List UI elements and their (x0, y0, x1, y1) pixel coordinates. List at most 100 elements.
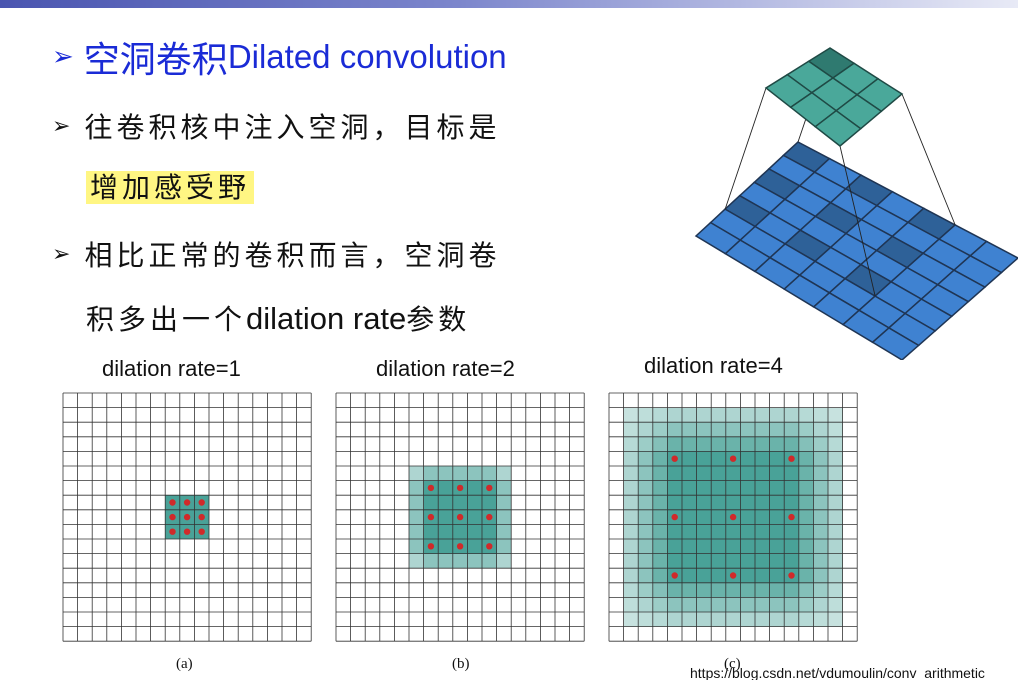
receptive-field-cell (623, 495, 639, 510)
receptive-field-cell (711, 597, 726, 612)
bullet-1: ➢ 往卷积核中注入空洞，目标是 (52, 104, 500, 148)
kernel-tap-dot (427, 513, 435, 521)
receptive-field-cell (623, 436, 639, 452)
arrow-bullet-icon: ➢ (52, 241, 71, 267)
receptive-field-cell (467, 466, 482, 481)
receptive-field-cell (667, 407, 682, 423)
receptive-field-cell (667, 480, 682, 496)
receptive-field-cell (828, 422, 843, 437)
bullet-2-continuation: 积多出一个dilation rate参数 (86, 296, 470, 342)
receptive-field-cell (711, 451, 726, 466)
receptive-field-cell (696, 451, 712, 466)
receptive-field-cell (638, 436, 653, 452)
receptive-field-cell (452, 553, 468, 569)
receptive-field-cell (740, 436, 755, 452)
kernel-tap-dot (198, 528, 205, 535)
receptive-field-cell (652, 451, 668, 466)
receptive-field-cell (623, 612, 639, 627)
receptive-field-cell (409, 480, 424, 496)
receptive-field-cell (623, 553, 639, 569)
receptive-field-cell (467, 524, 482, 539)
receptive-field-cell (496, 466, 512, 481)
receptive-field-cell (638, 407, 653, 423)
receptive-field-cell (623, 407, 639, 423)
receptive-field-cell (828, 582, 843, 598)
receptive-field-cell (755, 582, 770, 598)
receptive-field-cell (623, 480, 639, 496)
caption-a: (a) (176, 656, 193, 672)
receptive-field-cell (813, 451, 828, 466)
receptive-field-cell (798, 553, 814, 569)
receptive-field-cell (667, 539, 682, 554)
kernel-tap-dot (729, 513, 737, 521)
receptive-field-cell (740, 524, 755, 539)
receptive-field-cell (711, 480, 726, 496)
receptive-field-cell (784, 422, 799, 437)
receptive-field-cell (755, 612, 770, 627)
receptive-field-cell (711, 422, 726, 437)
receptive-field-cell (496, 524, 512, 539)
receptive-field-cell (638, 597, 653, 612)
receptive-field-cell (667, 553, 682, 569)
grid-c (608, 392, 858, 642)
receptive-field-cell (740, 466, 755, 481)
receptive-field-cell (740, 480, 755, 496)
receptive-field-cell (711, 568, 726, 583)
panel-c-title: dilation rate=4 (644, 353, 783, 378)
receptive-field-cell (755, 553, 770, 569)
receptive-field-cell (828, 466, 843, 481)
kernel-tap-dot (183, 513, 191, 521)
receptive-field-cell (769, 612, 785, 627)
output-cell (814, 109, 862, 147)
receptive-field-cell (740, 495, 755, 510)
receptive-field-cell (696, 509, 712, 525)
projection-line (901, 93, 956, 226)
receptive-field-cell (452, 466, 468, 481)
receptive-field-cell (652, 407, 668, 423)
receptive-field-cell (696, 495, 712, 510)
receptive-field-cell (496, 553, 512, 569)
bullet-1-continuation: 增加感受野 (86, 166, 255, 210)
receptive-field-cell (798, 451, 814, 466)
highlighted-text: 增加感受野 (86, 171, 255, 204)
receptive-field-cell (696, 568, 712, 583)
receptive-field-cell (423, 466, 439, 481)
receptive-field-cell (740, 539, 755, 554)
receptive-field-cell (438, 466, 453, 481)
kernel-tap-dot (169, 513, 176, 521)
receptive-field-cell (755, 539, 770, 554)
receptive-field-cell (667, 524, 682, 539)
receptive-field-cell (682, 553, 697, 569)
receptive-field-cell (798, 422, 814, 437)
receptive-field-cell (638, 524, 653, 539)
receptive-field-cell (784, 466, 799, 481)
caption-b: (b) (452, 656, 470, 672)
kernel-tap-dot (486, 543, 493, 550)
receptive-field-cell (813, 582, 828, 598)
receptive-field-cell (755, 524, 770, 539)
receptive-field-cell (438, 553, 453, 569)
receptive-field-cell (828, 451, 843, 466)
receptive-field-cell (755, 451, 770, 466)
receptive-field-cell (828, 509, 843, 525)
receptive-field-cell (623, 509, 639, 525)
receptive-field-cell (652, 553, 668, 569)
kernel-tap-dot (427, 484, 435, 492)
bullet-2-post: 参数 (406, 303, 471, 336)
receptive-field-cell (638, 568, 653, 583)
receptive-field-cell (798, 495, 814, 510)
receptive-field-cell (798, 509, 814, 525)
receptive-field-cell (784, 539, 799, 554)
receptive-field-cell (682, 466, 697, 481)
receptive-field-cell (769, 509, 785, 525)
receptive-field-cell (638, 582, 653, 598)
receptive-field-cell (667, 466, 682, 481)
arrow-bullet-icon: ➢ (52, 42, 74, 72)
receptive-field-cell (828, 524, 843, 539)
receptive-field-cell (784, 480, 799, 496)
receptive-field-cell (623, 582, 639, 598)
receptive-field-cell (682, 524, 697, 539)
receptive-field-cell (740, 582, 755, 598)
receptive-field-cell (828, 407, 843, 423)
grid-b (335, 392, 585, 642)
